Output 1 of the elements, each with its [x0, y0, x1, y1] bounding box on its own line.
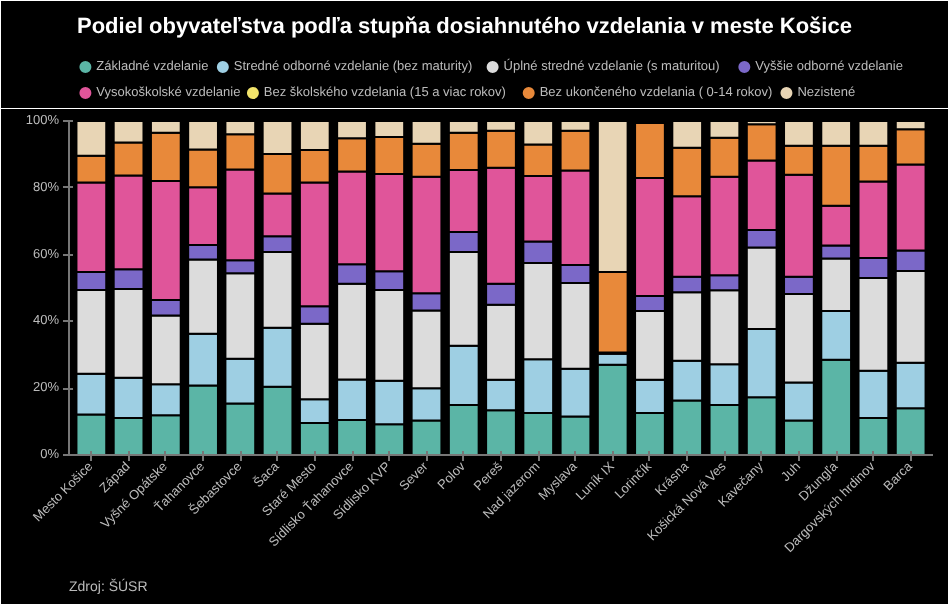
chart-title: Podiel obyvateľstva podľa stupňa dosiahnutého vzdelania v meste Košice	[77, 15, 852, 39]
